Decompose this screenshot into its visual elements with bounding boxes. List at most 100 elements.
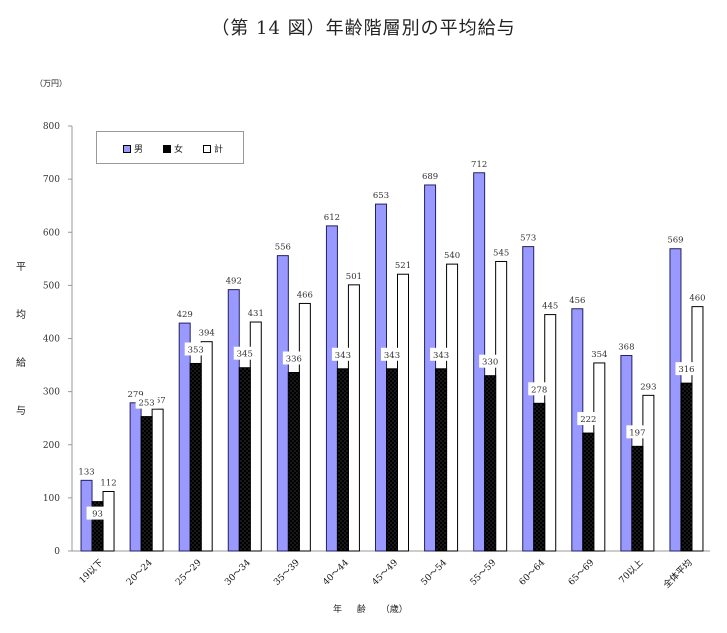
- bar-male: [276, 255, 289, 552]
- legend-label: 計: [214, 145, 224, 155]
- value-label: 653: [373, 191, 389, 201]
- bar-male: [375, 203, 387, 552]
- chart-title: （第 14 図）年齢階層別の平均給与: [211, 18, 516, 39]
- y-axis-label-char: 均: [16, 310, 26, 321]
- x-category-label: 25～29: [174, 558, 204, 588]
- y-tick-label: 400: [43, 335, 60, 345]
- value-label: 343: [433, 351, 449, 361]
- chart-bars: [80, 172, 704, 552]
- legend-swatch-icon: [163, 144, 171, 153]
- bar-female: [631, 445, 644, 552]
- bar-male: [227, 289, 240, 552]
- y-tick-label: 200: [43, 441, 60, 451]
- value-label: 345: [237, 350, 253, 360]
- value-label: 492: [226, 277, 242, 287]
- x-category-label: 60～64: [518, 558, 548, 588]
- unit-label: （万円）: [35, 79, 67, 88]
- bar-female: [189, 362, 202, 552]
- bar-male: [129, 402, 142, 552]
- bar-female: [582, 432, 595, 552]
- bar-female: [484, 375, 497, 552]
- bar-total: [544, 314, 557, 552]
- y-tick-label: 0: [54, 547, 60, 557]
- value-label: 712: [471, 160, 487, 170]
- bar-female: [680, 382, 693, 552]
- bar-total: [151, 408, 164, 552]
- value-label: 279: [127, 390, 143, 400]
- bar-total: [102, 491, 115, 552]
- value-label: 545: [493, 248, 509, 258]
- value-label: 569: [667, 236, 683, 246]
- bar-total: [495, 260, 508, 552]
- value-label: 573: [520, 234, 536, 244]
- x-category-label: 全体平均: [661, 557, 695, 591]
- x-category-label: 35～39: [272, 558, 302, 588]
- value-label: 93: [92, 510, 103, 520]
- bar-total: [200, 341, 213, 552]
- y-axis-label-char: 与: [16, 406, 26, 417]
- x-category-label: 65～69: [567, 558, 597, 588]
- value-label: 343: [384, 351, 400, 361]
- x-category-label: 40～44: [321, 558, 351, 588]
- bar-male: [669, 248, 682, 552]
- x-category-label: 30～34: [223, 558, 253, 588]
- bar-female: [287, 372, 300, 552]
- y-axis-label-char: 給: [16, 358, 26, 369]
- value-label: 197: [629, 428, 645, 438]
- bar-female: [435, 368, 448, 552]
- value-label: 253: [138, 399, 154, 409]
- x-category-label: 50～54: [420, 558, 450, 588]
- bar-female: [533, 402, 546, 552]
- value-label: 466: [297, 290, 313, 300]
- legend-item-male: 男: [123, 142, 143, 155]
- value-label: 343: [335, 351, 351, 361]
- y-tick-label: 300: [43, 388, 60, 398]
- value-label: 278: [531, 385, 547, 395]
- bar-male: [522, 246, 535, 552]
- legend-swatch-icon: [203, 144, 211, 153]
- value-label: 445: [542, 302, 558, 312]
- value-label: 336: [286, 355, 302, 365]
- x-category-label: 55～59: [469, 558, 499, 588]
- legend-swatch-icon: [123, 144, 131, 153]
- chart-legend: 男 女 計: [96, 131, 244, 164]
- bar-male: [178, 322, 191, 552]
- value-label: 501: [346, 272, 362, 282]
- bar-male: [424, 184, 437, 552]
- value-label: 112: [100, 479, 116, 489]
- bar-total: [397, 273, 409, 552]
- value-label: 521: [395, 261, 411, 271]
- x-category-label: 45～49: [370, 558, 400, 588]
- value-label: 394: [199, 329, 215, 339]
- y-tick-label: 800: [43, 122, 60, 132]
- value-label: 431: [248, 309, 264, 319]
- bar-total: [642, 394, 655, 552]
- y-tick-label: 500: [43, 281, 60, 291]
- value-label: 460: [689, 294, 705, 304]
- value-label: 429: [177, 310, 193, 320]
- bar-male: [325, 225, 338, 552]
- bar-male: [571, 308, 584, 552]
- bar-female: [386, 368, 398, 552]
- bar-total: [347, 284, 360, 552]
- value-label: 556: [275, 243, 291, 253]
- x-category-label: 70以上: [617, 557, 646, 586]
- bar-female: [238, 367, 251, 552]
- value-label: 368: [618, 343, 634, 353]
- y-tick-label: 600: [43, 228, 60, 238]
- bar-female: [91, 501, 104, 552]
- bar-female: [140, 416, 153, 552]
- value-label: 133: [78, 467, 94, 477]
- y-tick-label: 100: [43, 494, 60, 504]
- bar-total: [691, 306, 704, 552]
- y-tick-label: 700: [43, 175, 60, 185]
- value-label: 330: [482, 358, 498, 368]
- value-label: 222: [580, 415, 596, 425]
- bar-total: [593, 362, 606, 552]
- value-label: 293: [640, 382, 656, 392]
- bar-female: [336, 368, 349, 552]
- bar-total: [446, 263, 459, 552]
- value-label: 354: [591, 350, 607, 360]
- value-label: 612: [324, 213, 340, 223]
